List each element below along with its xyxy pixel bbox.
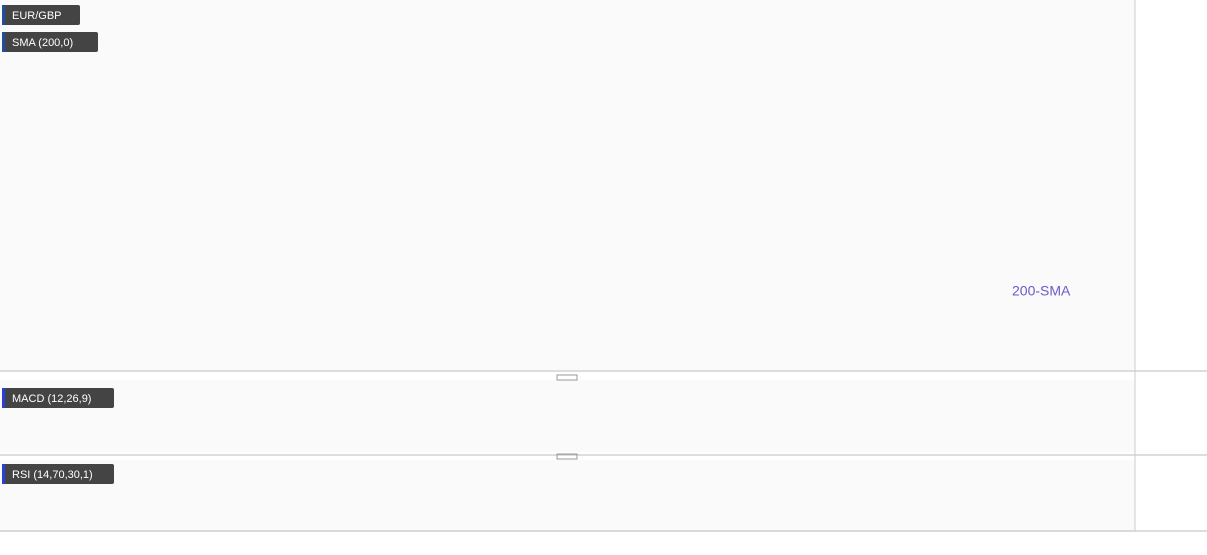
rsi-marker — [2, 464, 5, 484]
sma-label: SMA (200,0) — [12, 37, 73, 49]
rsi-label: RSI (14,70,30,1) — [12, 469, 93, 481]
rsi-panel — [0, 460, 1135, 532]
macd-box — [2, 388, 114, 408]
macd-panel — [0, 380, 1135, 452]
macd-label: MACD (12,26,9) — [12, 393, 91, 405]
main-panel — [0, 0, 1135, 370]
sma-marker — [2, 32, 5, 52]
resize-handle[interactable] — [556, 453, 578, 460]
resize-handle[interactable] — [556, 374, 578, 381]
symbol-box — [2, 5, 80, 25]
sma-annotation: 200-SMA — [1012, 283, 1071, 299]
sma-box — [2, 32, 98, 52]
symbol-marker — [2, 5, 5, 25]
rsi-box — [2, 464, 114, 484]
symbol-label: EUR/GBP — [12, 10, 62, 22]
macd-marker — [2, 388, 5, 408]
